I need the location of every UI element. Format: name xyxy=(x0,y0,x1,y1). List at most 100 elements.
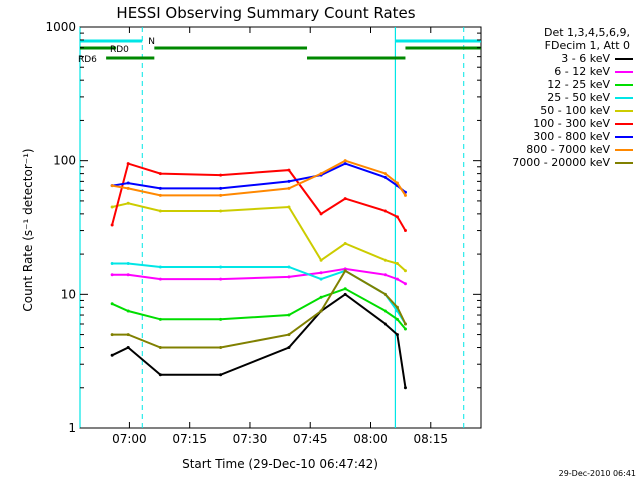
series-point-3 xyxy=(319,277,323,281)
chart-title: HESSI Observing Summary Count Rates xyxy=(116,4,415,22)
series-point-5 xyxy=(110,223,114,227)
series-point-0 xyxy=(343,292,347,296)
series-point-1 xyxy=(403,282,407,286)
series-point-4 xyxy=(158,209,162,213)
legend-swatch xyxy=(615,83,633,86)
series-point-0 xyxy=(158,373,162,377)
legend-label: 7000 - 20000 keV xyxy=(512,156,610,169)
series-point-1 xyxy=(383,273,387,277)
series-point-4 xyxy=(287,205,291,209)
series-point-0 xyxy=(110,353,114,357)
series-point-5 xyxy=(219,173,223,177)
series-point-7 xyxy=(319,172,323,176)
series-point-5 xyxy=(395,215,399,219)
series-point-6 xyxy=(126,181,130,185)
series-point-2 xyxy=(395,317,399,321)
series-point-3 xyxy=(287,265,291,269)
series-point-7 xyxy=(126,186,130,190)
series-point-8 xyxy=(343,269,347,273)
legend-swatch xyxy=(615,161,633,164)
series-point-3 xyxy=(126,262,130,266)
series-point-7 xyxy=(403,193,407,197)
series-point-3 xyxy=(110,262,114,266)
series-point-2 xyxy=(319,295,323,299)
series-line-0 xyxy=(111,293,407,388)
legend-swatch xyxy=(615,57,633,60)
axes-layer: 07:00 07:15 07:30 07:45 08:00 08:15 1 10 100 1000 xyxy=(45,20,481,446)
legend-label: 100 - 300 keV xyxy=(533,117,610,130)
legend-swatch xyxy=(615,96,633,99)
series-point-4 xyxy=(395,262,399,266)
legend-label: 300 - 800 keV xyxy=(533,130,610,143)
series-point-2 xyxy=(287,313,291,317)
x-tick-label: 07:00 xyxy=(112,432,147,446)
series-line-6 xyxy=(111,162,407,194)
series-point-5 xyxy=(319,212,323,216)
legend-label: 50 - 100 keV xyxy=(540,104,610,117)
series-point-1 xyxy=(126,273,130,277)
series-point-4 xyxy=(403,269,407,273)
series-point-2 xyxy=(158,317,162,321)
series-point-2 xyxy=(126,309,130,313)
flag-label-rd0: RD0 xyxy=(110,45,129,55)
x-tick-label: 07:30 xyxy=(233,432,268,446)
series-point-3 xyxy=(219,265,223,269)
series-point-6 xyxy=(343,162,347,166)
flag-label-n: N xyxy=(148,37,155,47)
series-point-1 xyxy=(110,273,114,277)
series-point-8 xyxy=(383,292,387,296)
series-point-1 xyxy=(287,275,291,279)
series-point-5 xyxy=(126,162,130,166)
series-point-8 xyxy=(126,333,130,337)
legend-header: FDecim 1, Att 0 xyxy=(544,39,630,52)
series-point-7 xyxy=(110,184,114,188)
series-point-6 xyxy=(287,179,291,183)
legend-item: 6 - 12 keV xyxy=(485,65,633,78)
series-line-7 xyxy=(111,159,407,197)
series-point-7 xyxy=(219,193,223,197)
legend-item: 7000 - 20000 keV xyxy=(485,156,633,169)
series-point-0 xyxy=(287,346,291,350)
series-line-8 xyxy=(112,269,407,349)
legend-label: 6 - 12 keV xyxy=(554,65,610,78)
legend-label: 3 - 6 keV xyxy=(561,52,610,65)
series-point-2 xyxy=(343,287,347,291)
series-line-4 xyxy=(111,202,407,272)
series-point-0 xyxy=(403,386,407,390)
series-point-1 xyxy=(158,277,162,281)
legend-label: 12 - 25 keV xyxy=(547,78,610,91)
series-point-1 xyxy=(219,277,223,281)
legend-swatch xyxy=(615,148,633,151)
series-point-5 xyxy=(403,229,407,233)
series-point-5 xyxy=(383,209,387,213)
legend-label: 25 - 50 keV xyxy=(547,91,610,104)
series-point-6 xyxy=(219,186,223,190)
series-point-8 xyxy=(395,305,399,309)
series-point-4 xyxy=(343,242,347,246)
series-point-2 xyxy=(403,327,407,331)
series-point-8 xyxy=(319,309,323,313)
series-point-7 xyxy=(287,186,291,190)
series-point-1 xyxy=(395,277,399,281)
series-point-0 xyxy=(395,333,399,337)
series-point-4 xyxy=(126,201,130,205)
series-line-2 xyxy=(111,287,407,330)
series-point-2 xyxy=(219,317,223,321)
y-tick-label: 1000 xyxy=(45,20,76,34)
series-point-4 xyxy=(110,205,114,209)
series-line-3 xyxy=(112,262,407,325)
x-tick-label: 07:15 xyxy=(172,432,207,446)
series-point-0 xyxy=(219,373,223,377)
footer-timestamp: 29-Dec-2010 06:41 xyxy=(559,469,636,478)
series-layer xyxy=(110,159,407,390)
flags-layer: RD0 RD6 N xyxy=(78,27,481,428)
series-point-5 xyxy=(343,197,347,201)
legend-swatch xyxy=(615,109,633,112)
legend-swatch xyxy=(615,122,633,125)
series-point-8 xyxy=(287,333,291,337)
legend-item: 100 - 300 keV xyxy=(485,117,633,130)
legend-swatch xyxy=(615,70,633,73)
series-point-7 xyxy=(395,181,399,185)
